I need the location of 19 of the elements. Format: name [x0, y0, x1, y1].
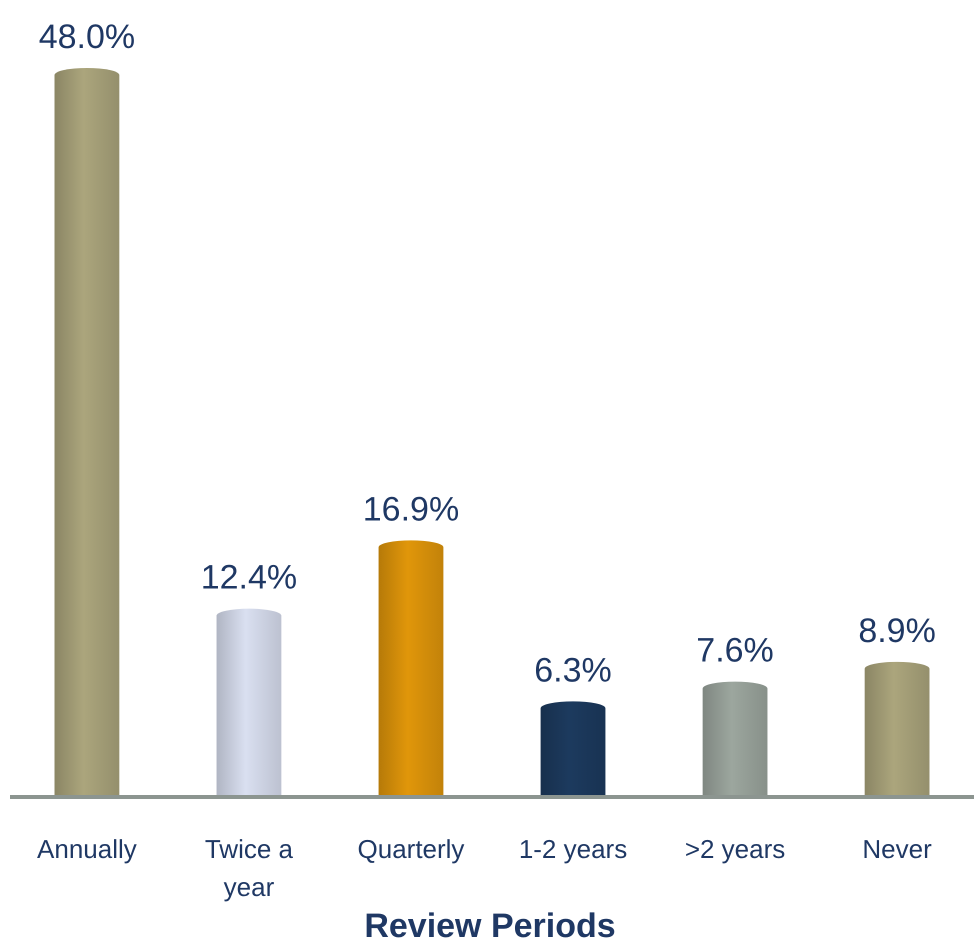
bar [378, 540, 444, 797]
bar [540, 701, 606, 797]
data-label: 8.9% [858, 612, 936, 650]
x-tick-label: Quarterly [358, 834, 464, 864]
x-tick-label: Annually [37, 834, 137, 864]
x-tick-label: Twice a year [204, 834, 294, 902]
bar [216, 608, 282, 797]
x-tick-label: >2 years [684, 834, 786, 864]
data-label: 6.3% [534, 651, 612, 690]
x-axis-title: Review Periods [364, 907, 616, 945]
bar [702, 682, 768, 797]
bar [864, 662, 930, 797]
x-tick-label: Never [862, 834, 932, 864]
x-tick-label: 1-2 years [518, 834, 628, 864]
data-label: 48.0% [38, 18, 136, 56]
data-label: 7.6% [696, 632, 774, 670]
bar [54, 68, 120, 797]
data-label: 12.4% [200, 558, 298, 597]
data-label: 16.9% [362, 490, 460, 528]
